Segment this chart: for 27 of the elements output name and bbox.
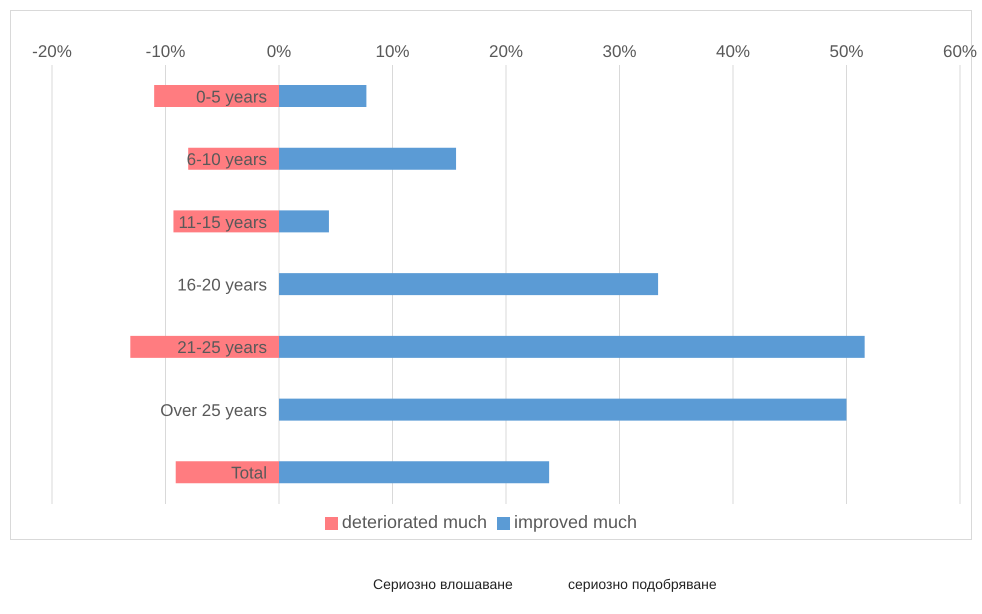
bar: [279, 461, 550, 484]
x-tick-label: 10%: [375, 42, 410, 61]
bar: [279, 85, 366, 107]
x-tick-label: 40%: [716, 42, 750, 61]
bar: [279, 336, 865, 358]
x-tick-label: 30%: [602, 42, 637, 61]
bar: [279, 273, 658, 296]
bar: [279, 148, 456, 170]
x-tick-label: 50%: [829, 42, 864, 61]
legend-label: improved much: [514, 512, 638, 532]
bar: [279, 210, 329, 232]
y-tick-label: 21-25 years: [177, 338, 267, 358]
x-tick-label: 0%: [266, 42, 292, 61]
x-tick-label: 60%: [942, 42, 978, 61]
x-tick-label: -20%: [32, 42, 72, 61]
y-tick-label: 11-15 years: [178, 212, 267, 232]
y-tick-label: Over 25 years: [160, 400, 267, 420]
text: Сериозно влошаване: [373, 576, 513, 592]
legend-label: deteriorated much: [342, 512, 488, 532]
bar: [176, 461, 279, 484]
x-tick-label: 20%: [488, 42, 524, 61]
x-tick-label: -10%: [146, 42, 186, 61]
text: сериозно подобряване: [568, 576, 717, 592]
bar: [279, 398, 846, 421]
y-tick-label: 0-5 years: [196, 87, 267, 106]
y-tick-label: Total: [231, 464, 267, 483]
y-tick-label: 16-20 years: [177, 276, 267, 294]
